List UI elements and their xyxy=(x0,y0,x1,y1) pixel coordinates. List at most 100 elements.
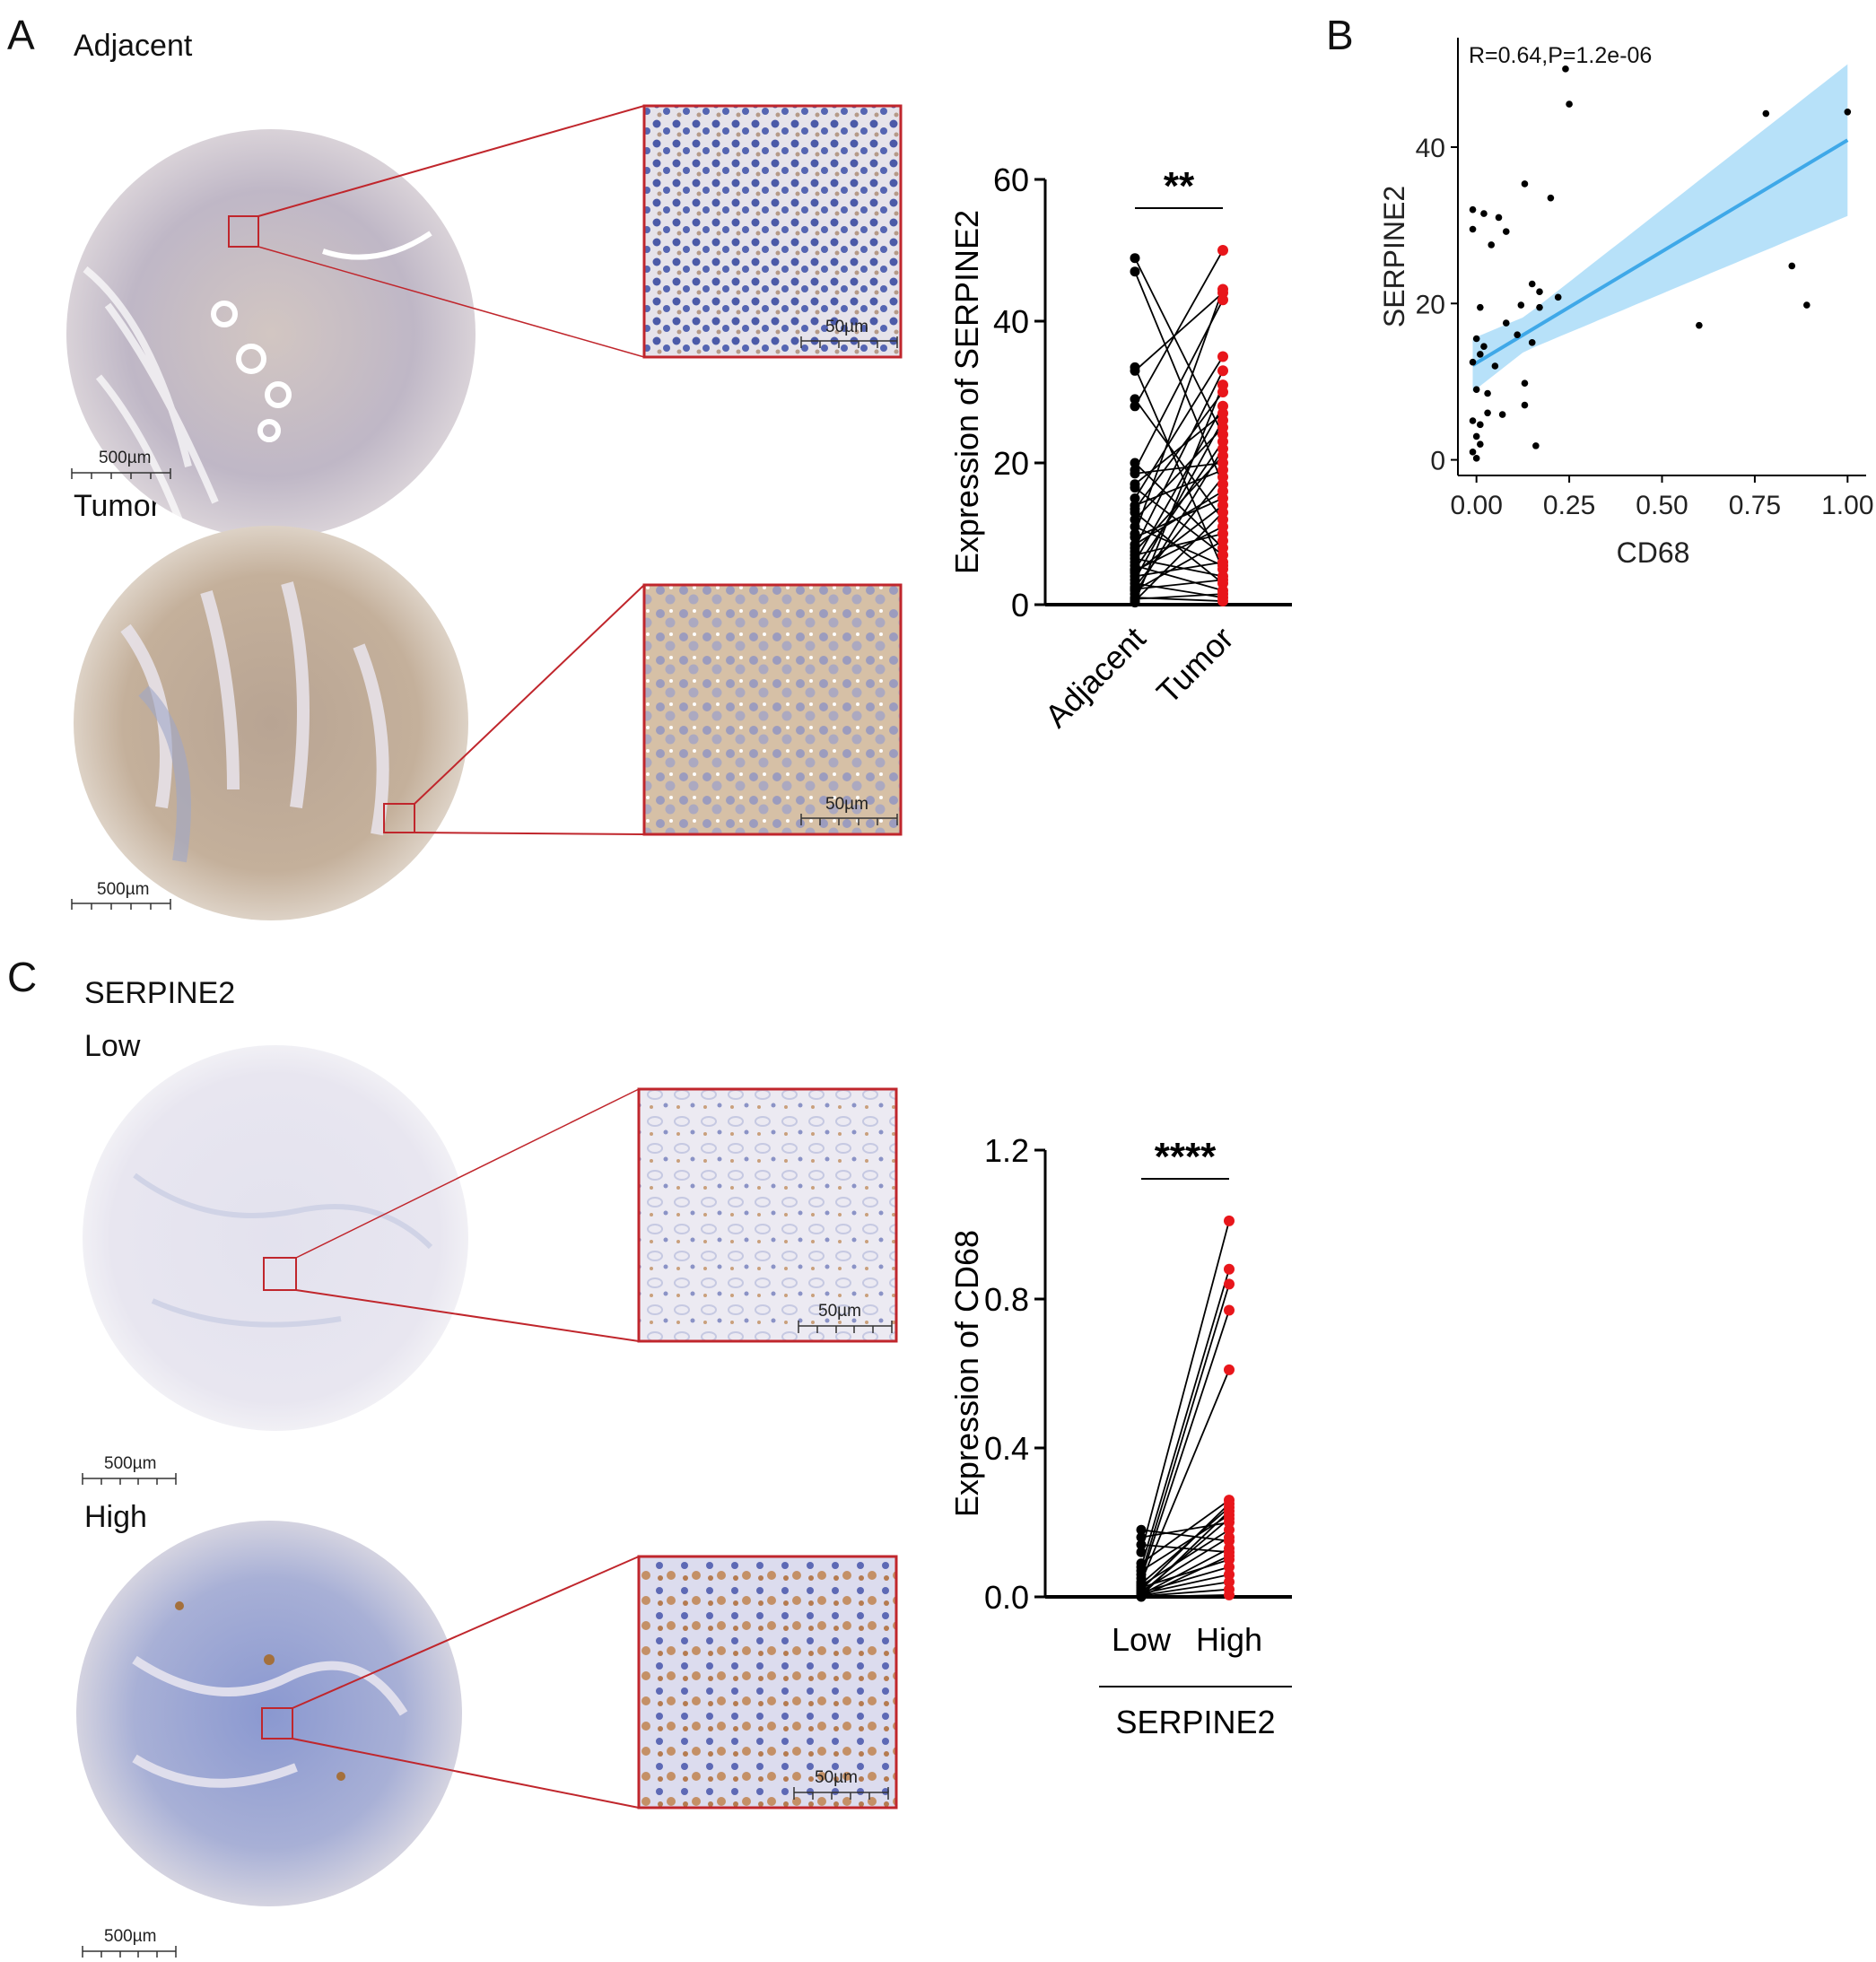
pair-line xyxy=(1140,1503,1230,1591)
point-adjacent xyxy=(1130,401,1140,412)
scatter-point xyxy=(1803,301,1811,309)
high-zoom-inset xyxy=(637,1555,898,1809)
x-category-label: High xyxy=(1196,1621,1262,1658)
scatter-point xyxy=(1517,301,1525,309)
y-tick-label: 0.0 xyxy=(984,1579,1029,1616)
pair-line xyxy=(1134,370,1224,549)
scatter-point xyxy=(1491,362,1499,370)
point-high xyxy=(1224,1513,1235,1524)
pair-line xyxy=(1134,271,1224,485)
point-adjacent xyxy=(1130,493,1140,503)
x-tick-label: 0.25 xyxy=(1543,491,1595,520)
point-high xyxy=(1224,1278,1235,1290)
group-label: SERPINE2 xyxy=(1115,1704,1275,1740)
scale-bar-small xyxy=(800,336,898,348)
pair-line xyxy=(1140,1588,1230,1598)
scatter-point xyxy=(1472,335,1480,343)
y-axis-label: SERPINE2 xyxy=(1378,186,1410,327)
point-tumor xyxy=(1217,294,1228,306)
scatter-point xyxy=(1696,321,1703,329)
scatter-point xyxy=(1469,358,1477,366)
x-category-label: Adjacent xyxy=(1038,620,1153,735)
point-tumor xyxy=(1217,560,1228,571)
point-tumor xyxy=(1217,283,1228,295)
scatter-point xyxy=(1566,100,1573,108)
pair-line xyxy=(1134,426,1224,520)
point-high xyxy=(1224,1505,1235,1517)
scale-label-large: 500µm xyxy=(104,1927,156,1946)
point-low xyxy=(1136,1532,1147,1543)
adjacent-label: Adjacent xyxy=(74,29,193,63)
pair-line xyxy=(1134,469,1224,507)
panel-c-micrographs: 500µm 500µm 50µm 50µm xyxy=(76,1045,898,1958)
point-high xyxy=(1224,1364,1235,1375)
pair-line xyxy=(1140,1581,1230,1597)
point-tumor xyxy=(1217,471,1228,483)
scale-bar-small xyxy=(798,1321,893,1333)
y-tick-label: 0.4 xyxy=(984,1430,1029,1467)
point-adjacent xyxy=(1130,365,1140,376)
scatter-point xyxy=(1477,351,1484,358)
scatter-point xyxy=(1469,417,1477,424)
point-high xyxy=(1224,1215,1235,1226)
scale-label-large: 500µm xyxy=(97,880,149,899)
point-tumor xyxy=(1217,365,1228,377)
point-adjacent xyxy=(1130,594,1140,605)
pair-line xyxy=(1134,356,1224,499)
point-high xyxy=(1224,1531,1235,1543)
y-axis-label: Expression of CD68 xyxy=(948,1230,985,1517)
pair-line xyxy=(1134,420,1224,580)
point-adjacent xyxy=(1130,394,1140,405)
scatter-point xyxy=(1472,455,1480,462)
pair-line xyxy=(1134,292,1224,371)
point-adjacent xyxy=(1130,266,1140,277)
y-axis-label: Expression of SERPINE2 xyxy=(948,210,985,574)
scatter-point xyxy=(1788,262,1796,270)
scatter-point xyxy=(1484,409,1491,417)
scatter-point xyxy=(1521,379,1529,387)
point-tumor xyxy=(1217,379,1228,391)
panel-letter-c: C xyxy=(7,954,38,1000)
point-low xyxy=(1136,1539,1147,1550)
point-tumor xyxy=(1217,485,1228,497)
y-tick-label: 40 xyxy=(1416,134,1445,163)
point-tumor xyxy=(1217,589,1228,600)
point-low xyxy=(1136,1547,1147,1557)
scatter-point xyxy=(1502,319,1510,327)
scatter-point xyxy=(1554,293,1562,301)
scale-bar-large xyxy=(71,468,171,479)
scatter-point xyxy=(1547,194,1555,202)
x-tick-label: 1.00 xyxy=(1821,491,1873,520)
pair-line xyxy=(1134,540,1224,591)
pair-line xyxy=(1140,1548,1230,1596)
pair-line xyxy=(1134,257,1224,435)
x-category-label: Tumor xyxy=(1149,620,1241,711)
y-tick-label: 20 xyxy=(1416,290,1445,319)
scatter-point xyxy=(1536,288,1543,296)
point-tumor xyxy=(1217,422,1228,433)
regression-line xyxy=(1471,138,1849,367)
point-tumor xyxy=(1217,351,1228,362)
x-tick-label: 0.75 xyxy=(1729,491,1781,520)
scale-bar-large xyxy=(82,1473,177,1485)
scale-bar-small xyxy=(800,814,898,825)
pair-line xyxy=(1134,526,1224,567)
scatter-point xyxy=(1484,389,1491,397)
x-tick-label: 0.00 xyxy=(1450,491,1502,520)
scale-label-small: 50µm xyxy=(818,1302,861,1321)
scale-bar-small xyxy=(793,1787,889,1800)
point-tumor xyxy=(1217,521,1228,533)
high-label: High xyxy=(84,1500,147,1534)
significance-marker: ** xyxy=(1164,164,1195,208)
y-tick-label: 0 xyxy=(1430,447,1445,476)
tumor-roi-box xyxy=(383,803,415,833)
tumor-zoom-inset xyxy=(642,583,903,836)
adjacent-zoom-inset xyxy=(642,104,903,359)
point-tumor xyxy=(1217,507,1228,519)
pair-line xyxy=(1134,504,1224,574)
y-tick-label: 1.2 xyxy=(984,1132,1029,1169)
scatter-point xyxy=(1488,241,1496,249)
point-high xyxy=(1224,1589,1235,1600)
scatter-point xyxy=(1536,303,1543,311)
panel-letter-b: B xyxy=(1326,12,1354,58)
